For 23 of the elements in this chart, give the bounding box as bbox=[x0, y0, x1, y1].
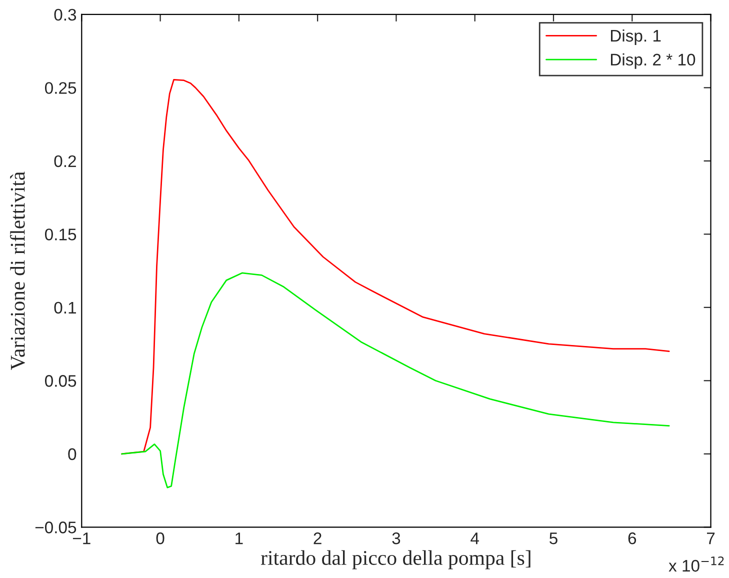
x-tick-label: 6 bbox=[628, 532, 636, 544]
legend-label: Disp. 1 bbox=[610, 29, 661, 45]
y-tick-label: 0.1 bbox=[54, 302, 76, 314]
x-tick-label: 4 bbox=[470, 532, 479, 544]
y-tick-label: −0.05 bbox=[35, 522, 76, 534]
y-tick-label: 0.15 bbox=[45, 228, 76, 240]
x-tick-label: 0 bbox=[156, 532, 164, 544]
y-axis-title: Variazione di riflettività bbox=[10, 172, 25, 370]
line-series bbox=[121, 272, 670, 488]
x-tick-label: 2 bbox=[314, 532, 322, 544]
y-tick-label: 0.05 bbox=[45, 375, 76, 387]
y-tick-label: 0.3 bbox=[54, 8, 76, 21]
x-tick-label: 5 bbox=[550, 532, 558, 544]
y-tick-label: 0.2 bbox=[54, 155, 76, 168]
x-tick-label: −1 bbox=[72, 532, 90, 544]
x-tick-label: 3 bbox=[392, 532, 400, 544]
text: x 10$^{−12}$ bbox=[668, 556, 724, 572]
y-tick-label: 0 bbox=[68, 448, 76, 460]
x-tick-label: 7 bbox=[706, 532, 715, 544]
y-tick-label: 0.25 bbox=[45, 82, 76, 94]
legend-label: Disp. 2 * 10 bbox=[610, 53, 696, 69]
x-tick-label: 1 bbox=[236, 532, 243, 544]
x-axis-title: ritardo dal picco della pompa [s] bbox=[260, 550, 530, 570]
